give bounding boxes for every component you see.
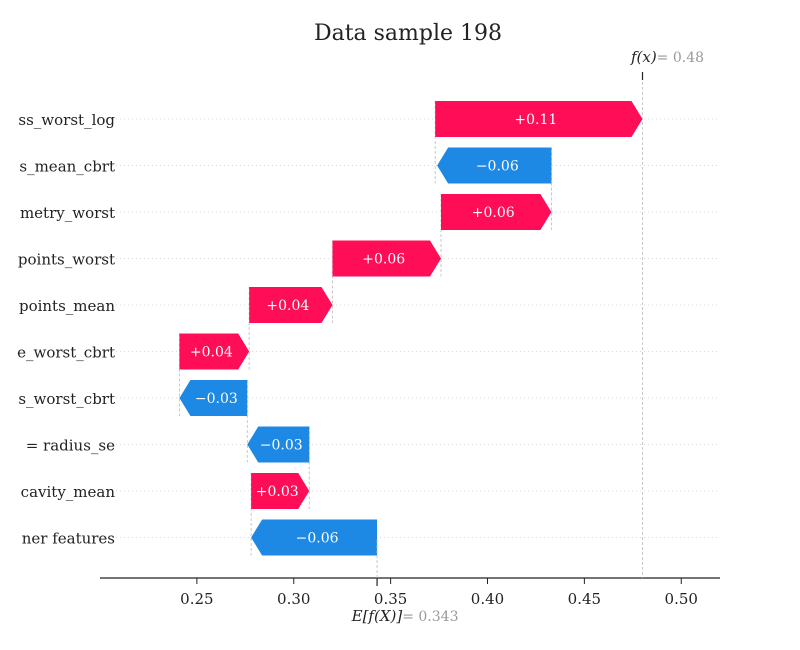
- bar-value-label: +0.03: [256, 484, 299, 500]
- bar-value-label: +0.11: [514, 112, 557, 128]
- negative-contribution-bar: [437, 147, 552, 184]
- feature-label: s_mean_cbrt: [19, 158, 115, 176]
- bar-value-label: +0.06: [362, 252, 405, 268]
- negative-contribution-bar: [247, 426, 310, 463]
- x-tick-label: 0.30: [277, 590, 310, 608]
- feature-label: e_worst_cbrt: [17, 344, 115, 362]
- x-tick-label: 0.25: [180, 590, 213, 608]
- positive-contribution-bar: [179, 333, 250, 370]
- bar-value-label: +0.06: [472, 205, 515, 221]
- feature-label: = radius_se: [26, 437, 115, 455]
- base-value-number: = 0.343: [402, 609, 458, 625]
- bar-value-label: −0.03: [260, 438, 303, 454]
- bar-value-label: −0.06: [296, 531, 339, 547]
- chart-title: Data sample 198: [314, 21, 502, 46]
- positive-contribution-bar: [249, 287, 333, 323]
- bar-value-label: −0.03: [195, 391, 238, 407]
- positive-contribution-bar: [441, 194, 552, 230]
- output-value-annotation: f(x)= 0.48: [630, 48, 704, 66]
- bar-value-label: +0.04: [190, 345, 233, 361]
- feature-label: points_mean: [19, 297, 115, 315]
- positive-contribution-bar: [332, 240, 441, 277]
- bar-value-label: −0.06: [476, 159, 519, 175]
- feature-label: s_worst_cbrt: [18, 390, 115, 408]
- negative-contribution-bar: [251, 519, 378, 556]
- feature-label: ner features: [22, 530, 115, 548]
- positive-contribution-bar: [251, 473, 310, 509]
- feature-label: cavity_mean: [21, 483, 116, 501]
- feature-label: metry_worst: [20, 204, 115, 222]
- bar-value-label: +0.04: [266, 298, 309, 314]
- positive-contribution-bar: [435, 101, 643, 137]
- x-tick-label: 0.40: [471, 590, 504, 608]
- x-tick-label: 0.35: [374, 590, 407, 608]
- base-value-annotation: E[f(X)]= 0.343: [351, 607, 459, 625]
- feature-label: ss_worst_log: [18, 111, 115, 129]
- feature-label: points_worst: [18, 251, 115, 269]
- x-tick-label: 0.50: [665, 590, 698, 608]
- x-tick-label: 0.45: [568, 590, 601, 608]
- output-value-number: = 0.48: [657, 50, 704, 66]
- negative-contribution-bar: [179, 380, 248, 416]
- base-value-label: E[f(X)]: [351, 607, 403, 625]
- output-value-label: f(x): [630, 48, 657, 66]
